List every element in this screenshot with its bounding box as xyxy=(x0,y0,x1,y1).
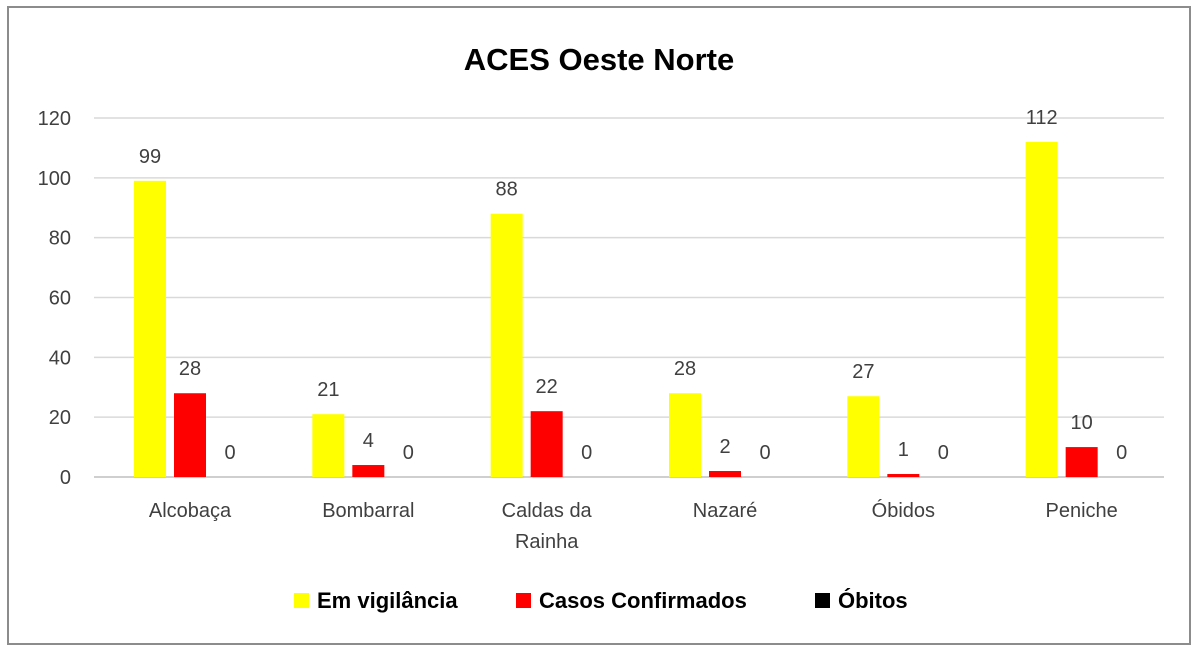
bar-casos-confirmados xyxy=(709,471,741,477)
data-label: 0 xyxy=(1116,442,1127,464)
bar-em-vigilância xyxy=(490,213,523,477)
data-label: 0 xyxy=(938,442,949,464)
y-tick-label: 100 xyxy=(38,168,71,190)
bar-em-vigilância xyxy=(669,393,701,477)
data-label: 0 xyxy=(403,442,414,464)
x-axis-categories: Alcobaça Bombarral Caldas da Rainha Nazaré Ób… xyxy=(149,499,1118,553)
y-tick-label: 40 xyxy=(49,347,71,369)
bar-casos-confirmados xyxy=(174,393,206,477)
legend-swatch xyxy=(294,593,309,608)
data-label: 22 xyxy=(536,376,558,398)
x-category-label: Peniche xyxy=(1046,500,1118,522)
y-tick-label: 60 xyxy=(49,288,71,310)
data-label: 0 xyxy=(224,442,235,464)
chart-title: ACES Oeste Norte xyxy=(464,42,734,77)
data-label: 88 xyxy=(496,179,518,201)
data-label: 4 xyxy=(363,430,374,452)
legend-label: Em vigilância xyxy=(317,588,458,613)
x-category-label: Bombarral xyxy=(322,500,414,522)
data-label: 27 xyxy=(852,361,874,383)
x-category-label: Rainha xyxy=(515,531,579,553)
data-label: 99 xyxy=(139,146,161,168)
bar-casos-confirmados xyxy=(352,465,385,477)
bars xyxy=(134,141,1098,477)
y-tick-label: 0 xyxy=(60,467,71,489)
legend-swatch xyxy=(516,593,531,608)
y-tick-label: 20 xyxy=(49,407,71,429)
data-label: 2 xyxy=(719,436,730,458)
bar-em-vigilância xyxy=(312,414,345,477)
data-label: 21 xyxy=(317,379,339,401)
bar-casos-confirmados xyxy=(530,411,563,477)
data-label: 0 xyxy=(759,442,770,464)
bar-em-vigilância xyxy=(134,180,166,477)
legend-label: Óbitos xyxy=(838,588,908,613)
x-category-label: Nazaré xyxy=(693,500,757,522)
y-axis-ticks: 0 20 40 60 80 100 120 xyxy=(38,108,71,489)
gridlines xyxy=(94,117,1164,478)
data-label: 112 xyxy=(1026,107,1058,129)
chart-frame: ACES Oeste Norte 0 20 40 60 80 100 120 99 21 88 2… xyxy=(7,6,1191,645)
legend: Em vigilância Casos Confirmados Óbitos xyxy=(294,588,908,613)
x-category-label: Caldas da xyxy=(502,500,593,522)
x-category-label: Óbidos xyxy=(872,499,935,522)
data-label: 28 xyxy=(674,358,696,380)
bar-casos-confirmados xyxy=(1065,447,1098,477)
bar-casos-confirmados xyxy=(887,474,920,477)
bar-em-vigilância xyxy=(1025,141,1058,477)
data-label: 1 xyxy=(898,439,909,461)
legend-label: Casos Confirmados xyxy=(539,588,747,613)
x-category-label: Alcobaça xyxy=(149,500,232,522)
y-tick-label: 120 xyxy=(38,108,71,130)
bar-em-vigilância xyxy=(847,396,880,477)
data-label: 10 xyxy=(1071,412,1093,434)
data-label: 0 xyxy=(581,442,592,464)
data-label: 28 xyxy=(179,358,201,380)
legend-swatch xyxy=(815,593,830,608)
y-tick-label: 80 xyxy=(49,228,71,250)
